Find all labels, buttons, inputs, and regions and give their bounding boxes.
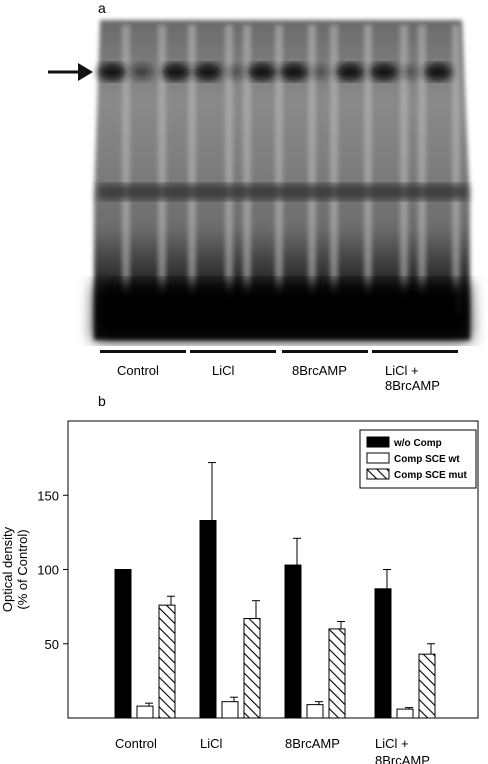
y-tick-label-2: 150 bbox=[37, 488, 59, 503]
lane-label-8brcamp: 8BrcAMP bbox=[292, 363, 347, 378]
y-axis-label-line-1: (% of Control) bbox=[15, 529, 30, 609]
lane-label-control: Control bbox=[117, 363, 159, 378]
bar-1-2 bbox=[243, 618, 261, 719]
legend-label-0: w/o Comp bbox=[393, 438, 442, 449]
bar-1-1 bbox=[221, 701, 239, 719]
legend-swatch-2 bbox=[366, 468, 390, 480]
legend-label-2: Comp SCE mut bbox=[394, 470, 467, 481]
arrow-icon bbox=[48, 63, 93, 81]
lane-label-licl-8brcamp: LiCl + 8BrcAMP bbox=[385, 363, 440, 393]
bar-2-1 bbox=[306, 704, 324, 719]
legend-swatch-1 bbox=[366, 452, 390, 464]
legend-swatch-0 bbox=[366, 436, 390, 448]
y-tick-label-0: 50 bbox=[45, 637, 59, 652]
bar-3-1 bbox=[396, 708, 414, 719]
bar-2-0 bbox=[284, 564, 302, 719]
panel-b-label: b bbox=[98, 393, 106, 409]
bar-0-2 bbox=[158, 604, 176, 719]
lane-bar-control bbox=[100, 350, 186, 353]
y-tick-label-1: 100 bbox=[37, 563, 59, 578]
gel-image bbox=[48, 20, 470, 340]
legend-label-1: Comp SCE wt bbox=[394, 454, 460, 465]
bar-2-2 bbox=[328, 628, 346, 719]
panel-a-label: a bbox=[98, 0, 106, 16]
lane-label-licl: LiCl bbox=[212, 363, 235, 378]
lane-bar-licl-8brcamp bbox=[372, 350, 458, 353]
category-label-1-0: LiCl bbox=[200, 736, 223, 751]
bar-chart: 50 100 150 Optical density (% of Control) Con… bbox=[0, 420, 479, 764]
bar-1-0 bbox=[199, 519, 217, 719]
category-label-0-0: Control bbox=[115, 736, 157, 751]
lane-bar-8brcamp bbox=[282, 350, 368, 353]
lane-bar-licl bbox=[190, 350, 276, 353]
category-label-3-1: 8BrcAMP bbox=[375, 753, 430, 764]
bar-3-0 bbox=[374, 588, 392, 719]
y-axis-label-line-0: Optical density bbox=[0, 526, 15, 612]
category-label-3-0: LiCl + bbox=[375, 736, 409, 751]
bar-3-2 bbox=[418, 653, 436, 719]
bar-0-0 bbox=[114, 569, 132, 719]
category-label-2-0: 8BrcAMP bbox=[285, 736, 340, 751]
bar-0-1 bbox=[136, 705, 154, 719]
